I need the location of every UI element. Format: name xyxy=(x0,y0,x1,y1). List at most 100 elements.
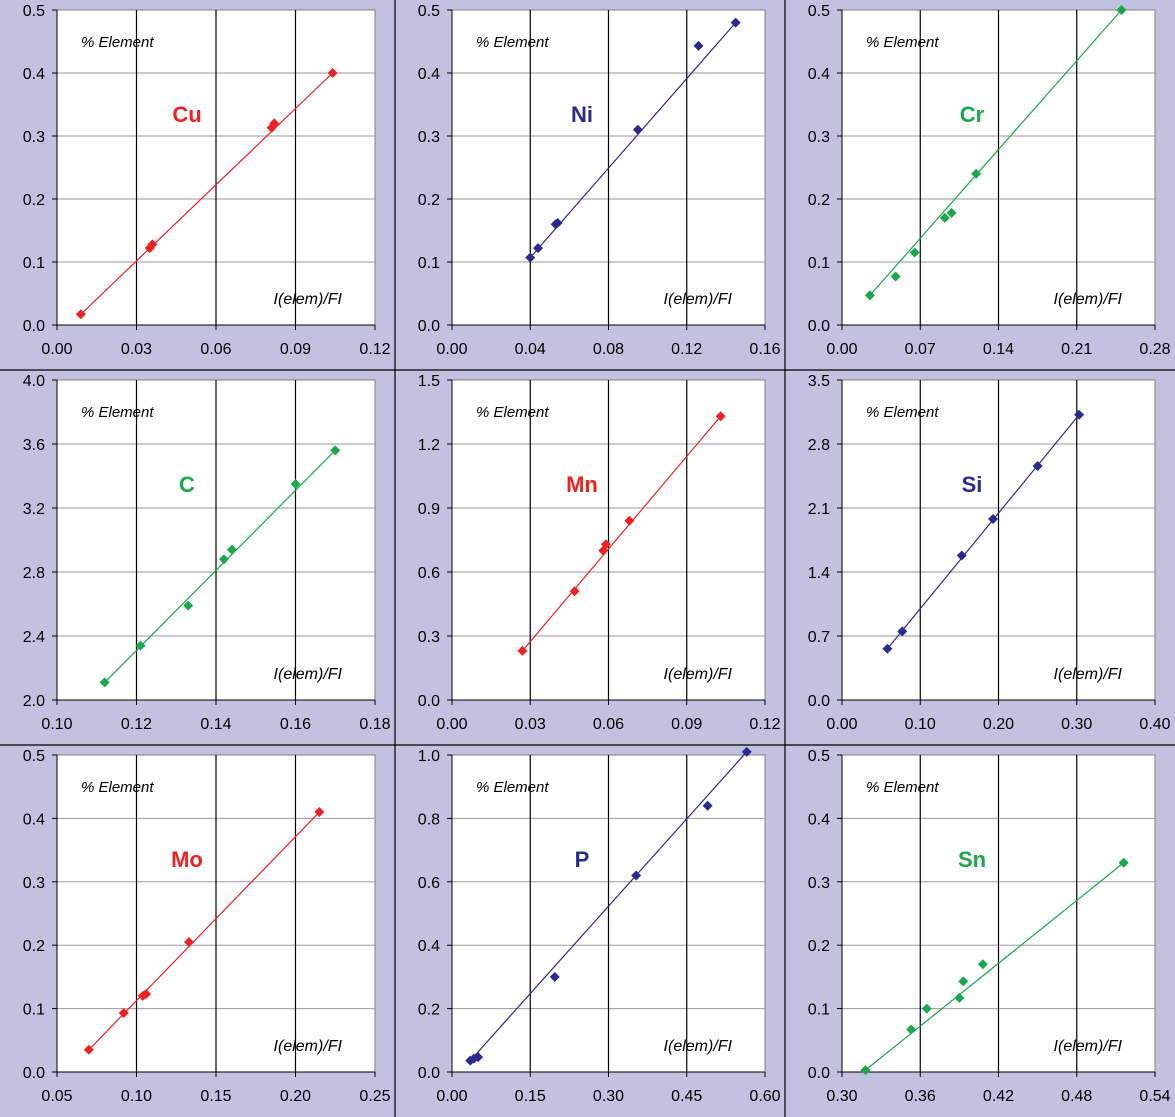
y-tick-label: 0.5 xyxy=(418,3,440,20)
x-tick-label: 0.48 xyxy=(1061,1088,1092,1105)
data-point xyxy=(1116,5,1127,15)
x-tick-label: 0.36 xyxy=(905,1088,936,1105)
y-tick-label: 0.9 xyxy=(418,501,440,518)
data-point xyxy=(269,118,280,129)
chart-panel-si: 0.0 0.7 1.4 2.1 2.8 3.5 0.00 0.10 0.20 0.30 0.40 % … xyxy=(808,373,1171,733)
y-axis-label: % Element xyxy=(81,779,154,796)
y-tick-label: 0.7 xyxy=(808,629,830,646)
data-point xyxy=(517,645,528,656)
fit-line xyxy=(869,9,1122,296)
x-tick-label: 0.08 xyxy=(593,341,624,358)
x-tick-label: 0.00 xyxy=(436,341,467,358)
x-tick-label: 0.09 xyxy=(671,716,702,733)
data-point xyxy=(890,271,901,282)
y-tick-label: 0.6 xyxy=(418,565,440,582)
data-point xyxy=(860,1065,871,1076)
data-point xyxy=(954,992,965,1003)
y-tick-label: 2.1 xyxy=(808,501,830,518)
data-point xyxy=(882,643,893,654)
x-axis-label: I(elem)/FI xyxy=(1054,1038,1123,1055)
data-point xyxy=(715,411,726,422)
data-point xyxy=(693,40,704,51)
x-tick-label: 0.00 xyxy=(436,1088,467,1105)
data-point xyxy=(327,68,338,78)
fit-line xyxy=(521,415,722,652)
fit-line xyxy=(529,22,737,258)
data-point xyxy=(118,1008,129,1019)
x-tick-label: 0.25 xyxy=(359,1088,390,1105)
data-point xyxy=(632,124,643,135)
data-point xyxy=(864,290,875,301)
data-point xyxy=(314,807,325,818)
y-tick-label: 0.2 xyxy=(808,192,830,209)
x-tick-label: 0.04 xyxy=(515,341,546,358)
x-tick-label: 0.30 xyxy=(1061,716,1092,733)
x-tick-label: 0.00 xyxy=(826,341,857,358)
chart-panel-mn: 0.0 0.3 0.6 0.9 1.2 1.5 0.00 0.03 0.06 0.09 0.12 % … xyxy=(418,373,781,733)
y-tick-label: 0.4 xyxy=(23,66,45,83)
fit-line xyxy=(865,862,1125,1071)
data-point xyxy=(946,207,957,218)
chart-panel-sn: 0.0 0.1 0.2 0.3 0.4 0.5 0.30 0.36 0.42 0.48 0.54 % … xyxy=(808,748,1171,1105)
data-point xyxy=(909,247,920,258)
data-point xyxy=(147,239,158,250)
y-tick-label: 3.5 xyxy=(808,373,830,390)
x-tick-label: 0.20 xyxy=(983,716,1014,733)
data-point xyxy=(958,976,969,987)
data-point xyxy=(135,640,146,651)
x-tick-label: 0.18 xyxy=(359,716,390,733)
y-tick-label: 0.3 xyxy=(418,129,440,146)
y-axis-label: % Element xyxy=(81,34,154,51)
x-tick-label: 0.15 xyxy=(200,1088,231,1105)
element-label-cu: Cu xyxy=(172,102,201,127)
x-tick-label: 0.16 xyxy=(749,341,780,358)
x-tick-label: 0.42 xyxy=(983,1088,1014,1105)
y-tick-label: 0.2 xyxy=(418,1002,440,1019)
x-tick-label: 0.10 xyxy=(41,716,72,733)
chart-panel-mo: 0.0 0.1 0.2 0.3 0.4 0.5 0.05 0.10 0.15 0.20 0.25 % … xyxy=(23,748,391,1105)
data-point xyxy=(141,989,152,1000)
data-point xyxy=(897,626,908,637)
data-point xyxy=(624,515,635,526)
x-tick-label: 0.03 xyxy=(121,341,152,358)
x-tick-label: 0.20 xyxy=(280,1088,311,1105)
element-label-mo: Mo xyxy=(171,847,203,872)
y-tick-label: 0.1 xyxy=(23,1002,45,1019)
data-point xyxy=(183,937,194,948)
data-point xyxy=(1118,857,1129,868)
y-tick-label: 1.5 xyxy=(418,373,440,390)
y-tick-label: 0.3 xyxy=(418,629,440,646)
data-point xyxy=(921,1003,932,1014)
x-tick-label: 0.14 xyxy=(200,716,231,733)
data-point xyxy=(83,1044,94,1055)
y-tick-label: 0.4 xyxy=(808,66,830,83)
x-axis-label: I(elem)/FI xyxy=(1054,666,1123,683)
data-point xyxy=(730,17,741,28)
x-tick-label: 0.16 xyxy=(280,716,311,733)
x-axis-label: I(elem)/FI xyxy=(664,666,733,683)
chart-panel-cr: 0.0 0.1 0.2 0.3 0.4 0.5 0.00 0.07 0.14 0.21 0.28 % … xyxy=(808,3,1171,358)
x-tick-label: 0.45 xyxy=(671,1088,702,1105)
x-axis-label: I(elem)/FI xyxy=(274,291,343,308)
data-point xyxy=(631,870,642,881)
fit-line xyxy=(88,811,320,1051)
y-tick-label: 0.2 xyxy=(418,192,440,209)
y-axis-label: % Element xyxy=(866,404,939,421)
x-tick-label: 0.40 xyxy=(1139,716,1170,733)
data-point xyxy=(330,445,341,456)
x-tick-label: 0.09 xyxy=(280,341,311,358)
y-tick-label: 0.5 xyxy=(808,3,830,20)
x-axis-label: I(elem)/FI xyxy=(1054,291,1123,308)
element-label-mn: Mn xyxy=(566,472,598,497)
element-label-sn: Sn xyxy=(958,847,986,872)
y-tick-label: 0.1 xyxy=(808,255,830,272)
y-tick-label: 1.2 xyxy=(418,437,440,454)
x-tick-label: 0.14 xyxy=(983,341,1014,358)
y-tick-label: 0.4 xyxy=(808,811,830,828)
element-label-si: Si xyxy=(962,472,983,497)
x-axis-label: I(elem)/FI xyxy=(664,1038,733,1055)
data-point xyxy=(600,539,611,550)
data-point xyxy=(183,600,194,611)
